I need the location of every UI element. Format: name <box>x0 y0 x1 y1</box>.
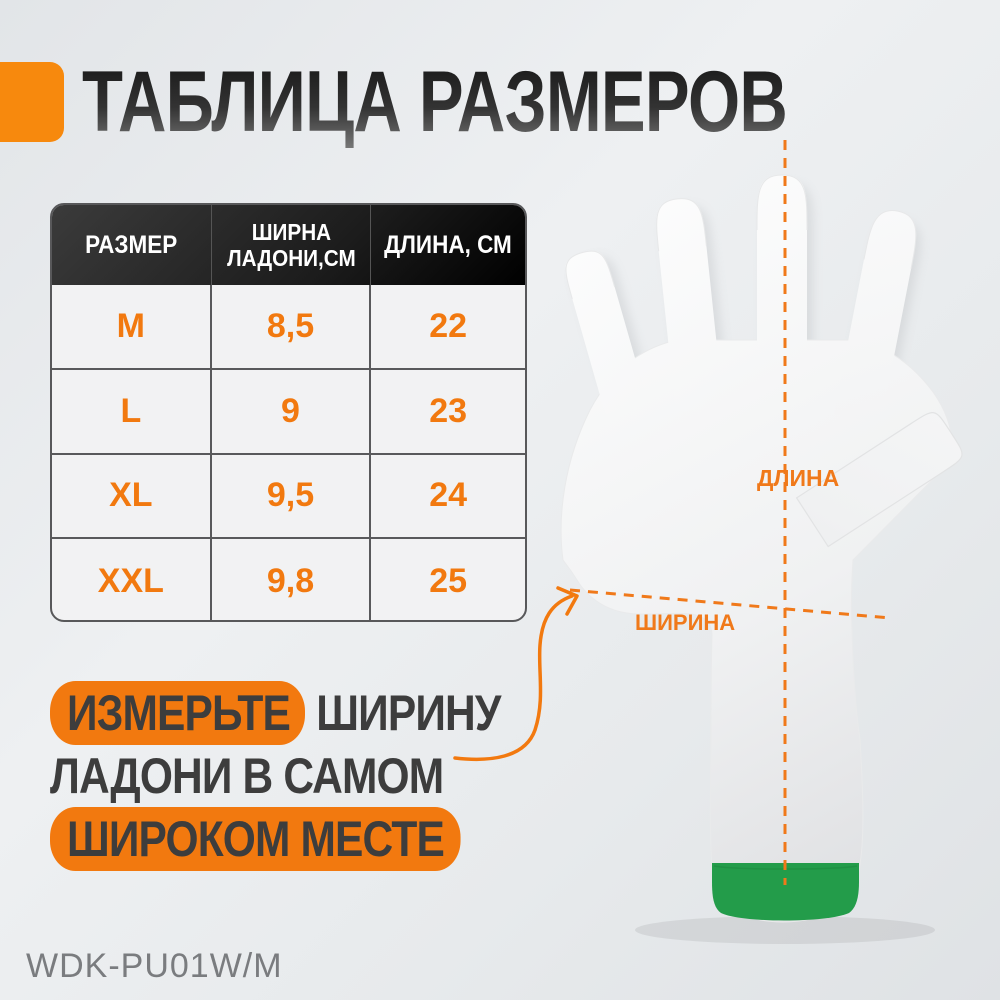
svg-text:ШИРИНА: ШИРИНА <box>635 610 735 635</box>
svg-text:ДЛИНА: ДЛИНА <box>757 465 839 491</box>
